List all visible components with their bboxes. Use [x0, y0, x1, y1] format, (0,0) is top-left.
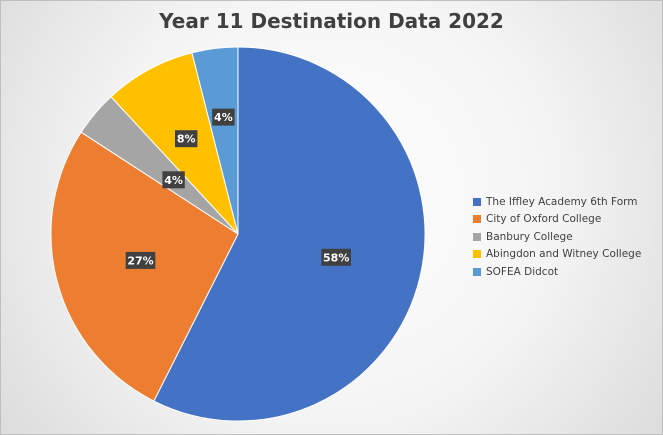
legend-item-banbury-college: Banbury College	[473, 228, 641, 246]
data-label-the-iffley-academy-6th-form: 58%	[321, 248, 351, 266]
data-label-sofea-didcot: 4%	[212, 108, 235, 126]
legend-swatch	[473, 215, 481, 224]
svg-text:27%: 27%	[127, 254, 153, 267]
legend-swatch	[473, 250, 481, 259]
legend-label: Abingdon and Witney College	[486, 248, 642, 261]
legend: The Iffley Academy 6th Form City of Oxfor…	[473, 193, 641, 281]
svg-text:4%: 4%	[214, 111, 233, 124]
legend-swatch	[473, 267, 481, 276]
pie-slice-the-iffley-academy-6th-form	[153, 46, 426, 422]
legend-label: SOFEA Didcot	[486, 265, 559, 278]
legend-item-abingdon-and-witney-college: Abingdon and Witney College	[473, 246, 641, 264]
legend-swatch	[473, 197, 481, 206]
data-label-city-of-oxford-college: 27%	[125, 251, 156, 269]
chart-title: Year 11 Destination Data 2022	[159, 9, 504, 33]
legend-label: Banbury College	[486, 230, 573, 243]
legend-item-city-of-oxford-college: City of Oxford College	[473, 211, 641, 229]
data-label-abingdon-and-witney-college: 8%	[175, 130, 198, 148]
legend-label: The Iffley Academy 6th Form	[486, 195, 638, 208]
legend-swatch	[473, 232, 481, 241]
legend-label: City of Oxford College	[486, 213, 602, 226]
legend-item-sofea-didcot: SOFEA Didcot	[473, 263, 641, 281]
svg-text:8%: 8%	[177, 133, 196, 146]
svg-text:58%: 58%	[323, 251, 349, 264]
legend-item-the-iffley-academy-6th-form: The Iffley Academy 6th Form	[473, 193, 641, 211]
data-label-banbury-college: 4%	[162, 171, 185, 189]
svg-text:4%: 4%	[164, 174, 183, 187]
pie-slice-abingdon-and-witney-college	[110, 52, 239, 235]
pie-slice-sofea-didcot	[191, 46, 239, 235]
